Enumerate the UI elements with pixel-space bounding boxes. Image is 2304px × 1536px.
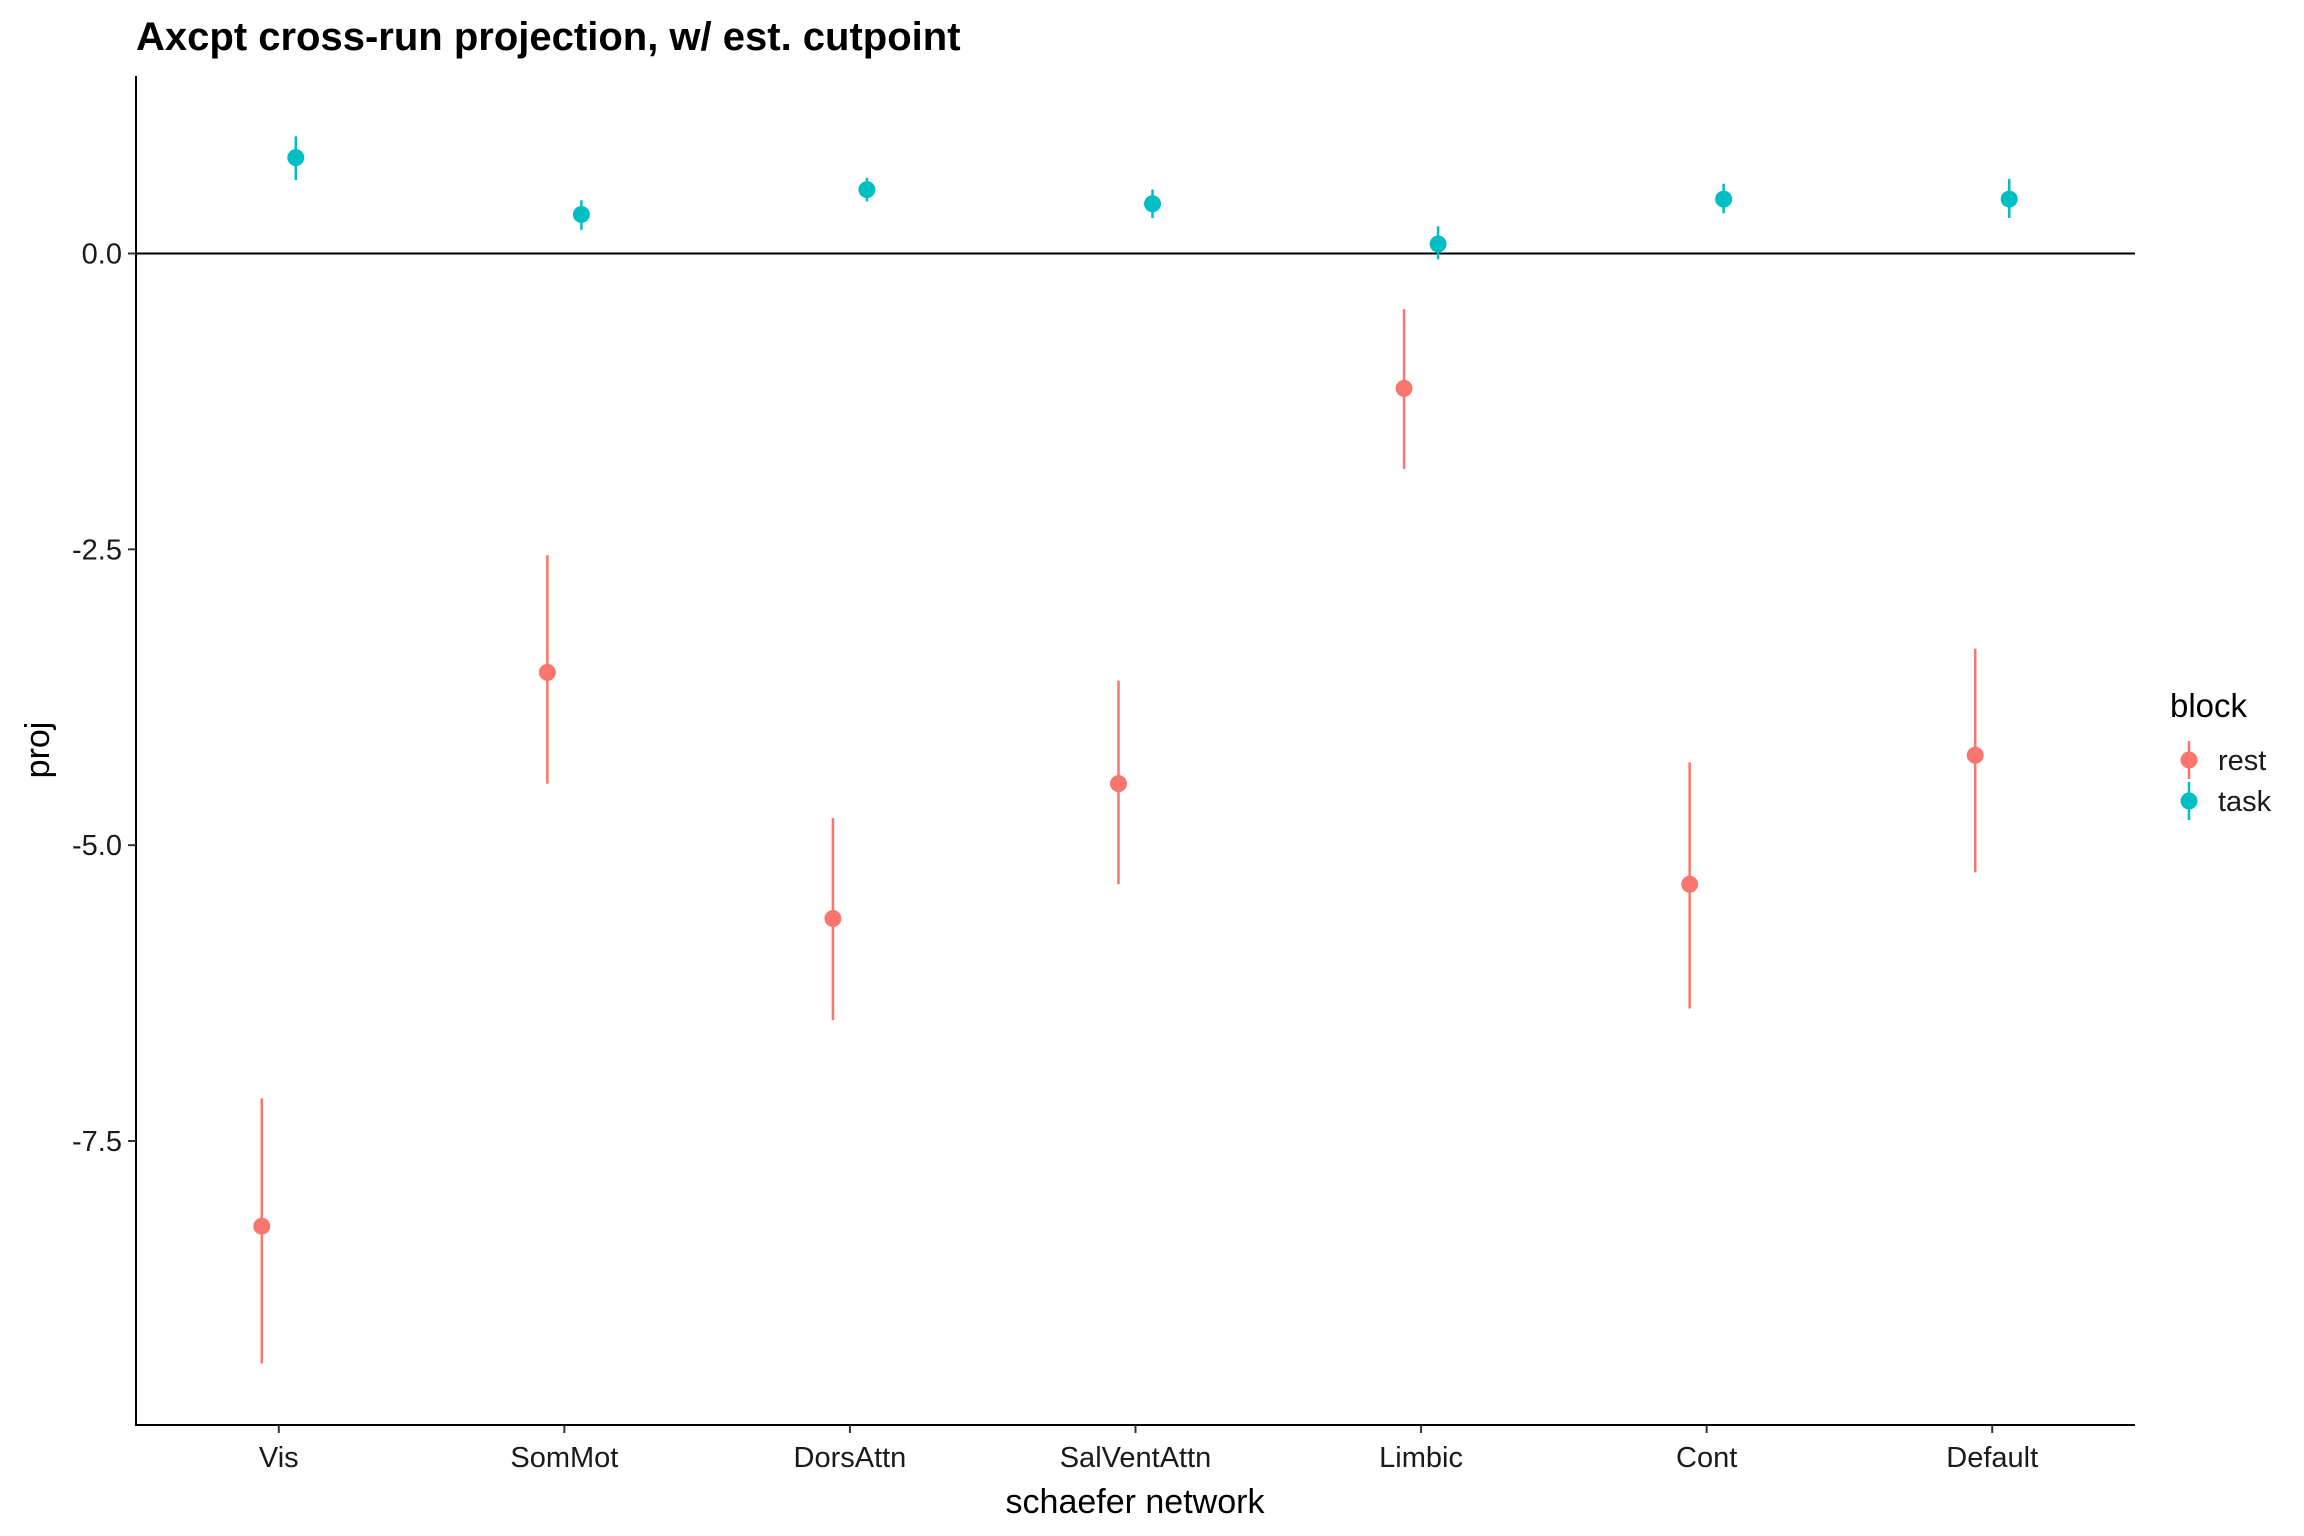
rest-point-Vis <box>253 1217 271 1235</box>
y-axis-ticks: 0.0 -2.5 -5.0 -7.5 <box>72 239 136 1158</box>
legend-key-point-task <box>2180 792 2198 810</box>
y-axis-title: proj <box>19 722 57 779</box>
rest-point-SalVentAttn <box>1110 775 1127 793</box>
x-axis-ticks: Vis SomMot DorsAttn SalVentAttn Limbic Cont De… <box>259 1425 2038 1474</box>
rest-point-Limbic <box>1395 379 1413 397</box>
plot-area <box>136 136 2135 1364</box>
legend-label-rest: rest <box>2218 745 2266 777</box>
x-tick-label: DorsAttn <box>794 1442 907 1474</box>
task-point-SomMot <box>572 205 590 223</box>
y-tick-label: -7.5 <box>72 1126 122 1158</box>
legend-title: block <box>2170 687 2248 724</box>
task-point-Default <box>2000 190 2018 208</box>
x-tick-label: Default <box>1946 1442 2038 1474</box>
legend-key-point-rest <box>2180 751 2198 769</box>
legend: rest task <box>2180 741 2272 820</box>
rest-point-Cont <box>1681 875 1699 893</box>
chart-title: Axcpt cross-run projection, w/ est. cutp… <box>136 15 961 59</box>
rest-point-SomMot <box>538 663 556 681</box>
x-tick-label: SalVentAttn <box>1060 1442 1212 1474</box>
x-tick-label: Limbic <box>1379 1442 1463 1474</box>
y-tick-label: -5.0 <box>72 830 122 862</box>
y-tick-label: -2.5 <box>72 534 122 566</box>
task-point-Cont <box>1715 190 1733 208</box>
x-tick-label: Cont <box>1676 1442 1737 1474</box>
rest-point-Default <box>1966 746 1984 764</box>
legend-label-task: task <box>2218 786 2272 818</box>
y-tick-label: 0.0 <box>82 239 122 271</box>
x-axis-title: schaefer network <box>1006 1483 1266 1521</box>
task-point-DorsAttn <box>858 181 876 199</box>
x-tick-label: Vis <box>259 1442 299 1474</box>
x-tick-label: SomMot <box>510 1442 618 1474</box>
task-point-Vis <box>287 149 305 167</box>
rest-point-DorsAttn <box>824 910 842 928</box>
task-point-Limbic <box>1429 235 1447 253</box>
task-point-SalVentAttn <box>1144 195 1161 213</box>
